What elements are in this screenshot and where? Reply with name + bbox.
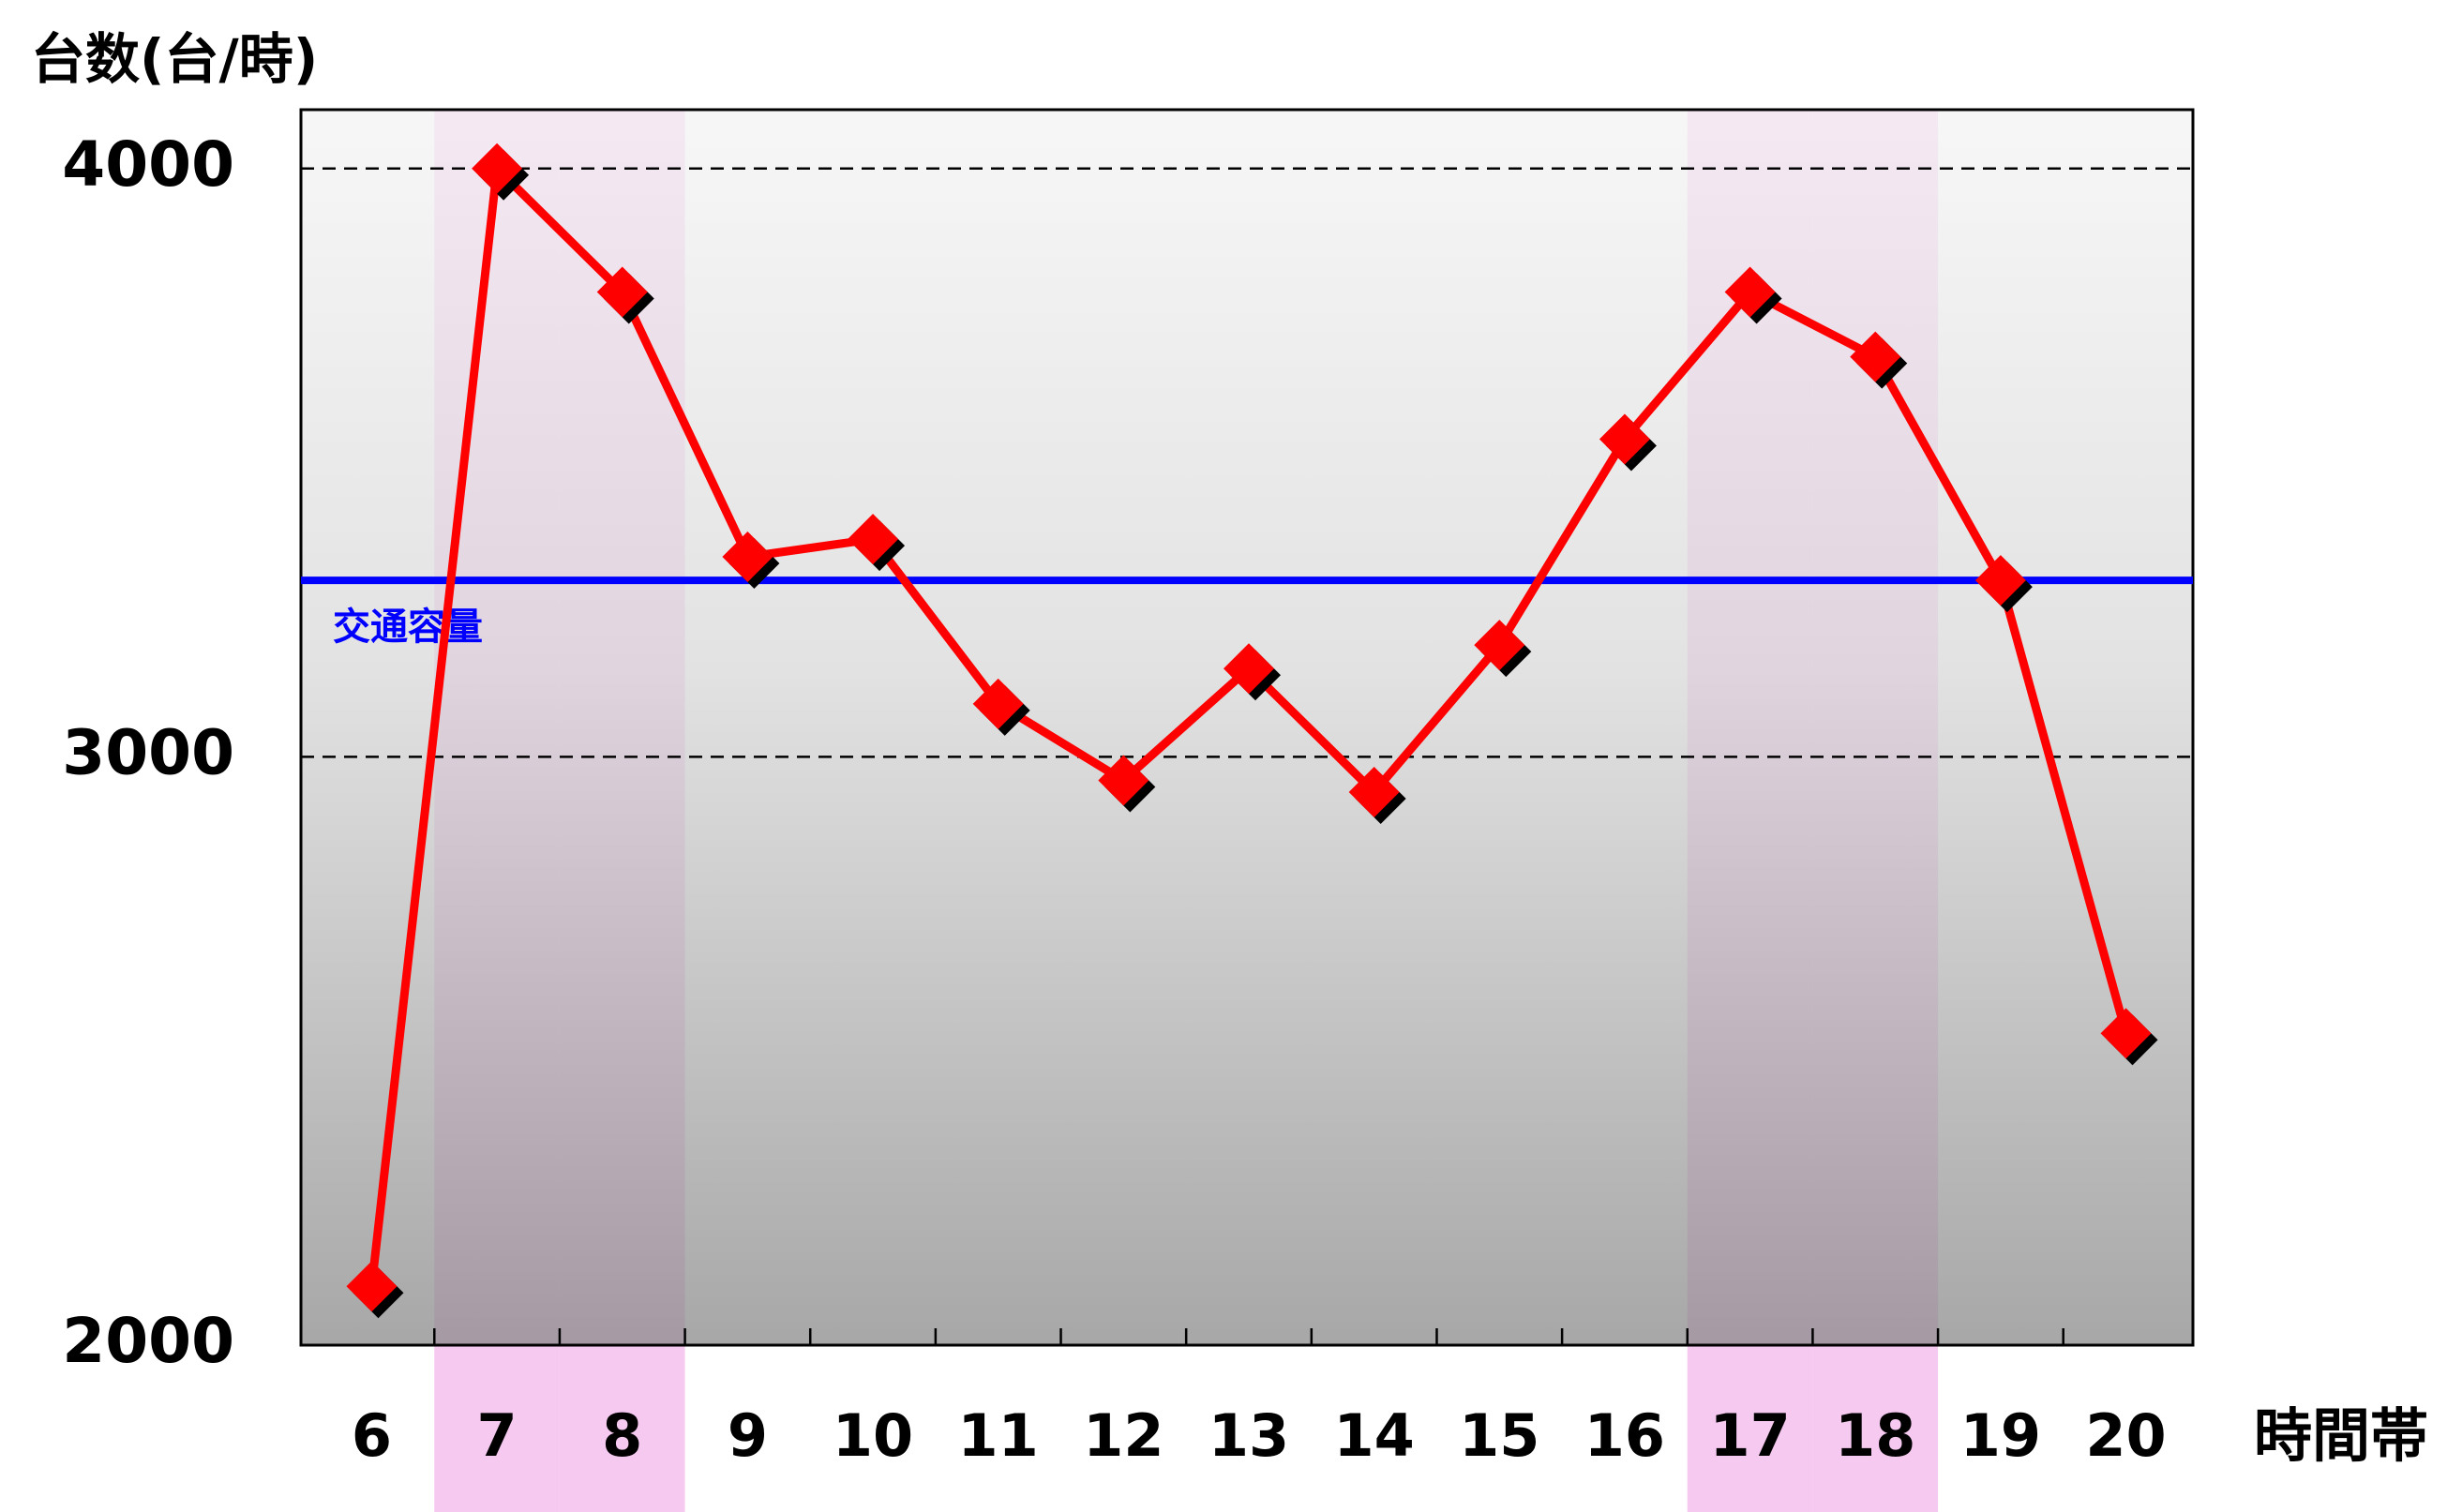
x-tick-label: 7 [477, 1401, 518, 1470]
x-tick-label: 15 [1459, 1401, 1539, 1470]
x-tick-label: 10 [833, 1401, 913, 1470]
marker [346, 1261, 398, 1312]
marker [722, 531, 773, 582]
x-tick-label: 17 [1709, 1401, 1790, 1470]
marker [1850, 331, 1901, 382]
marker [1224, 643, 1274, 695]
marker [1974, 555, 2026, 606]
y-axis-label: 台数(台/時) [31, 27, 318, 91]
marker [972, 678, 1024, 729]
x-tick-label: 13 [1208, 1401, 1289, 1470]
x-tick-label: 16 [1584, 1401, 1665, 1470]
y-tick-label: 3000 [62, 716, 234, 788]
reference-line-label: 交通容量 [333, 606, 483, 649]
x-tick-label: 19 [1960, 1401, 2041, 1470]
y-tick-label: 4000 [62, 128, 234, 201]
marker [2100, 1008, 2152, 1059]
x-tick-label: 14 [1334, 1401, 1415, 1470]
x-tick-label: 9 [728, 1401, 768, 1470]
marker [1098, 755, 1149, 806]
x-tick-label: 12 [1083, 1401, 1163, 1470]
x-tick-label: 20 [2085, 1401, 2166, 1470]
marker [1348, 767, 1400, 818]
marker [596, 266, 648, 318]
marker [1724, 266, 1776, 318]
marker [1599, 413, 1650, 465]
plot-background [301, 110, 2193, 1345]
marker [1474, 620, 1525, 671]
x-tick-label: 8 [602, 1401, 642, 1470]
x-tick-label: 6 [352, 1401, 392, 1470]
x-tick-label: 18 [1835, 1401, 1915, 1470]
plot-frame [299, 108, 2195, 1347]
marker [472, 142, 523, 194]
x-tick-label: 11 [958, 1401, 1039, 1470]
y-tick-label: 2000 [62, 1305, 234, 1377]
x-axis-label: 時間帯 [2254, 1401, 2428, 1470]
marker [848, 514, 899, 565]
